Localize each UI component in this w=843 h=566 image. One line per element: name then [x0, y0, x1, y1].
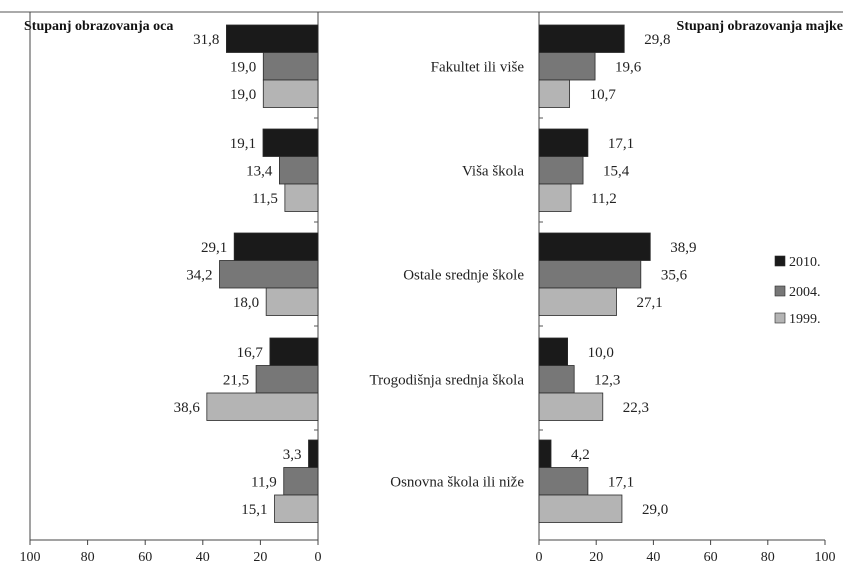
- right-x-tick-label: 0: [536, 550, 543, 565]
- left-x-tick-label: 40: [196, 550, 210, 565]
- right-bar-1999: [538, 494, 623, 523]
- legend-label: 2010.: [789, 255, 821, 270]
- category-label: Fakultet ili više: [431, 59, 525, 75]
- right-value-label: 22,3: [623, 400, 649, 416]
- left-x-tick-label: 60: [138, 550, 152, 565]
- right-bar-2010: [538, 128, 589, 157]
- left-value-label: 19,0: [230, 60, 256, 76]
- left-value-label: 21,5: [223, 373, 249, 389]
- left-value-label: 16,7: [237, 345, 264, 361]
- right-value-label: 10,0: [588, 345, 614, 361]
- category-label: Trogodišnja srednja škola: [370, 372, 525, 388]
- right-value-label: 29,0: [642, 502, 668, 518]
- legend: 2010. 2004. 1999.: [774, 255, 821, 327]
- legend-label: 2004.: [789, 285, 821, 300]
- right-bar-2010: [538, 439, 552, 468]
- labels-layer: 100 80 60 40 20 0 0 20 40 60 80 100 Fakultet ili viš…: [20, 32, 836, 565]
- left-value-label: 19,1: [230, 136, 256, 152]
- left-value-label: 11,5: [252, 191, 278, 207]
- right-bar-2010: [538, 232, 651, 261]
- left-panel-title: Stupanj obrazovanja oca: [24, 19, 173, 34]
- left-bar-1999: [284, 183, 319, 212]
- legend-swatch: [774, 285, 786, 297]
- right-value-label: 38,9: [670, 240, 696, 256]
- left-bar-2004: [262, 52, 319, 81]
- legend-swatch: [774, 255, 786, 267]
- right-bar-1999: [538, 79, 571, 108]
- left-value-label: 31,8: [193, 32, 219, 48]
- right-value-label: 29,8: [644, 32, 670, 48]
- left-x-tick-label: 80: [81, 550, 95, 565]
- right-x-tick-label: 20: [589, 550, 603, 565]
- left-value-label: 34,2: [186, 268, 212, 284]
- left-x-tick-label: 100: [20, 550, 41, 565]
- category-label: Ostale srednje škole: [403, 267, 524, 283]
- right-bar-1999: [538, 287, 617, 316]
- right-bar-2010: [538, 24, 625, 53]
- left-bar-2004: [283, 467, 319, 496]
- left-bar-2004: [279, 156, 319, 185]
- right-panel-title: Stupanj obrazovanja majke: [677, 19, 843, 34]
- left-x-tick-label: 0: [315, 550, 322, 565]
- left-bar-1999: [262, 79, 319, 108]
- left-value-label: 18,0: [233, 295, 259, 311]
- right-x-tick-label: 60: [704, 550, 718, 565]
- category-label: Osnovna škola ili niže: [390, 474, 524, 490]
- legend-label: 1999.: [789, 312, 821, 327]
- right-bar-2004: [538, 52, 596, 81]
- right-x-tick-label: 40: [646, 550, 660, 565]
- left-bar-2010: [308, 439, 319, 468]
- left-bar-1999: [206, 392, 319, 421]
- left-value-label: 3,3: [283, 447, 302, 463]
- left-bar-1999: [265, 287, 319, 316]
- legend-swatch: [774, 312, 786, 324]
- left-bar-1999: [274, 494, 319, 523]
- right-value-label: 10,7: [590, 87, 617, 103]
- left-value-label: 11,9: [251, 475, 277, 491]
- right-value-label: 11,2: [591, 191, 617, 207]
- category-label: Viša škola: [462, 163, 524, 179]
- right-value-label: 17,1: [608, 136, 634, 152]
- left-value-label: 29,1: [201, 240, 227, 256]
- left-bar-2010: [262, 128, 319, 157]
- right-value-label: 12,3: [594, 373, 620, 389]
- left-value-label: 38,6: [174, 400, 201, 416]
- right-bar-1999: [538, 183, 572, 212]
- left-value-label: 19,0: [230, 87, 256, 103]
- right-bar-2004: [538, 467, 589, 496]
- left-x-tick-label: 20: [253, 550, 267, 565]
- left-bar-2010: [226, 24, 319, 53]
- left-value-label: 15,1: [241, 502, 267, 518]
- left-value-label: 13,4: [246, 164, 273, 180]
- left-bar-2004: [219, 260, 319, 289]
- right-value-label: 35,6: [661, 268, 688, 284]
- bars-layer: [206, 24, 651, 523]
- right-x-tick-label: 80: [761, 550, 775, 565]
- left-bar-2004: [255, 365, 319, 394]
- left-bar-2010: [233, 232, 319, 261]
- right-value-label: 19,6: [615, 60, 642, 76]
- right-value-label: 15,4: [603, 164, 630, 180]
- right-bar-2004: [538, 260, 642, 289]
- right-value-label: 4,2: [571, 447, 590, 463]
- right-bar-2010: [538, 337, 569, 366]
- right-x-tick-label: 100: [815, 550, 836, 565]
- right-bar-1999: [538, 392, 604, 421]
- right-bar-2004: [538, 156, 584, 185]
- right-value-label: 27,1: [637, 295, 663, 311]
- right-bar-2004: [538, 365, 575, 394]
- left-bar-2010: [269, 337, 319, 366]
- right-value-label: 17,1: [608, 475, 634, 491]
